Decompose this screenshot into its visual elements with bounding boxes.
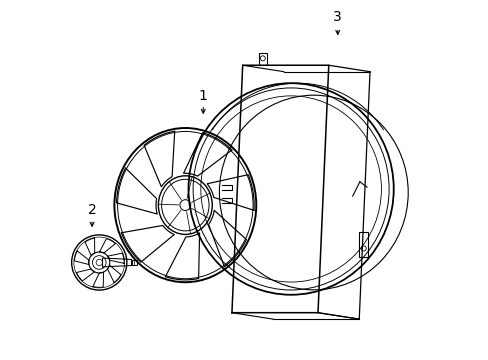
Bar: [131, 260, 137, 265]
Bar: [258, 53, 266, 65]
Text: 2: 2: [87, 203, 96, 217]
Bar: [359, 232, 367, 257]
Text: 3: 3: [333, 10, 342, 24]
Text: 1: 1: [199, 89, 207, 103]
